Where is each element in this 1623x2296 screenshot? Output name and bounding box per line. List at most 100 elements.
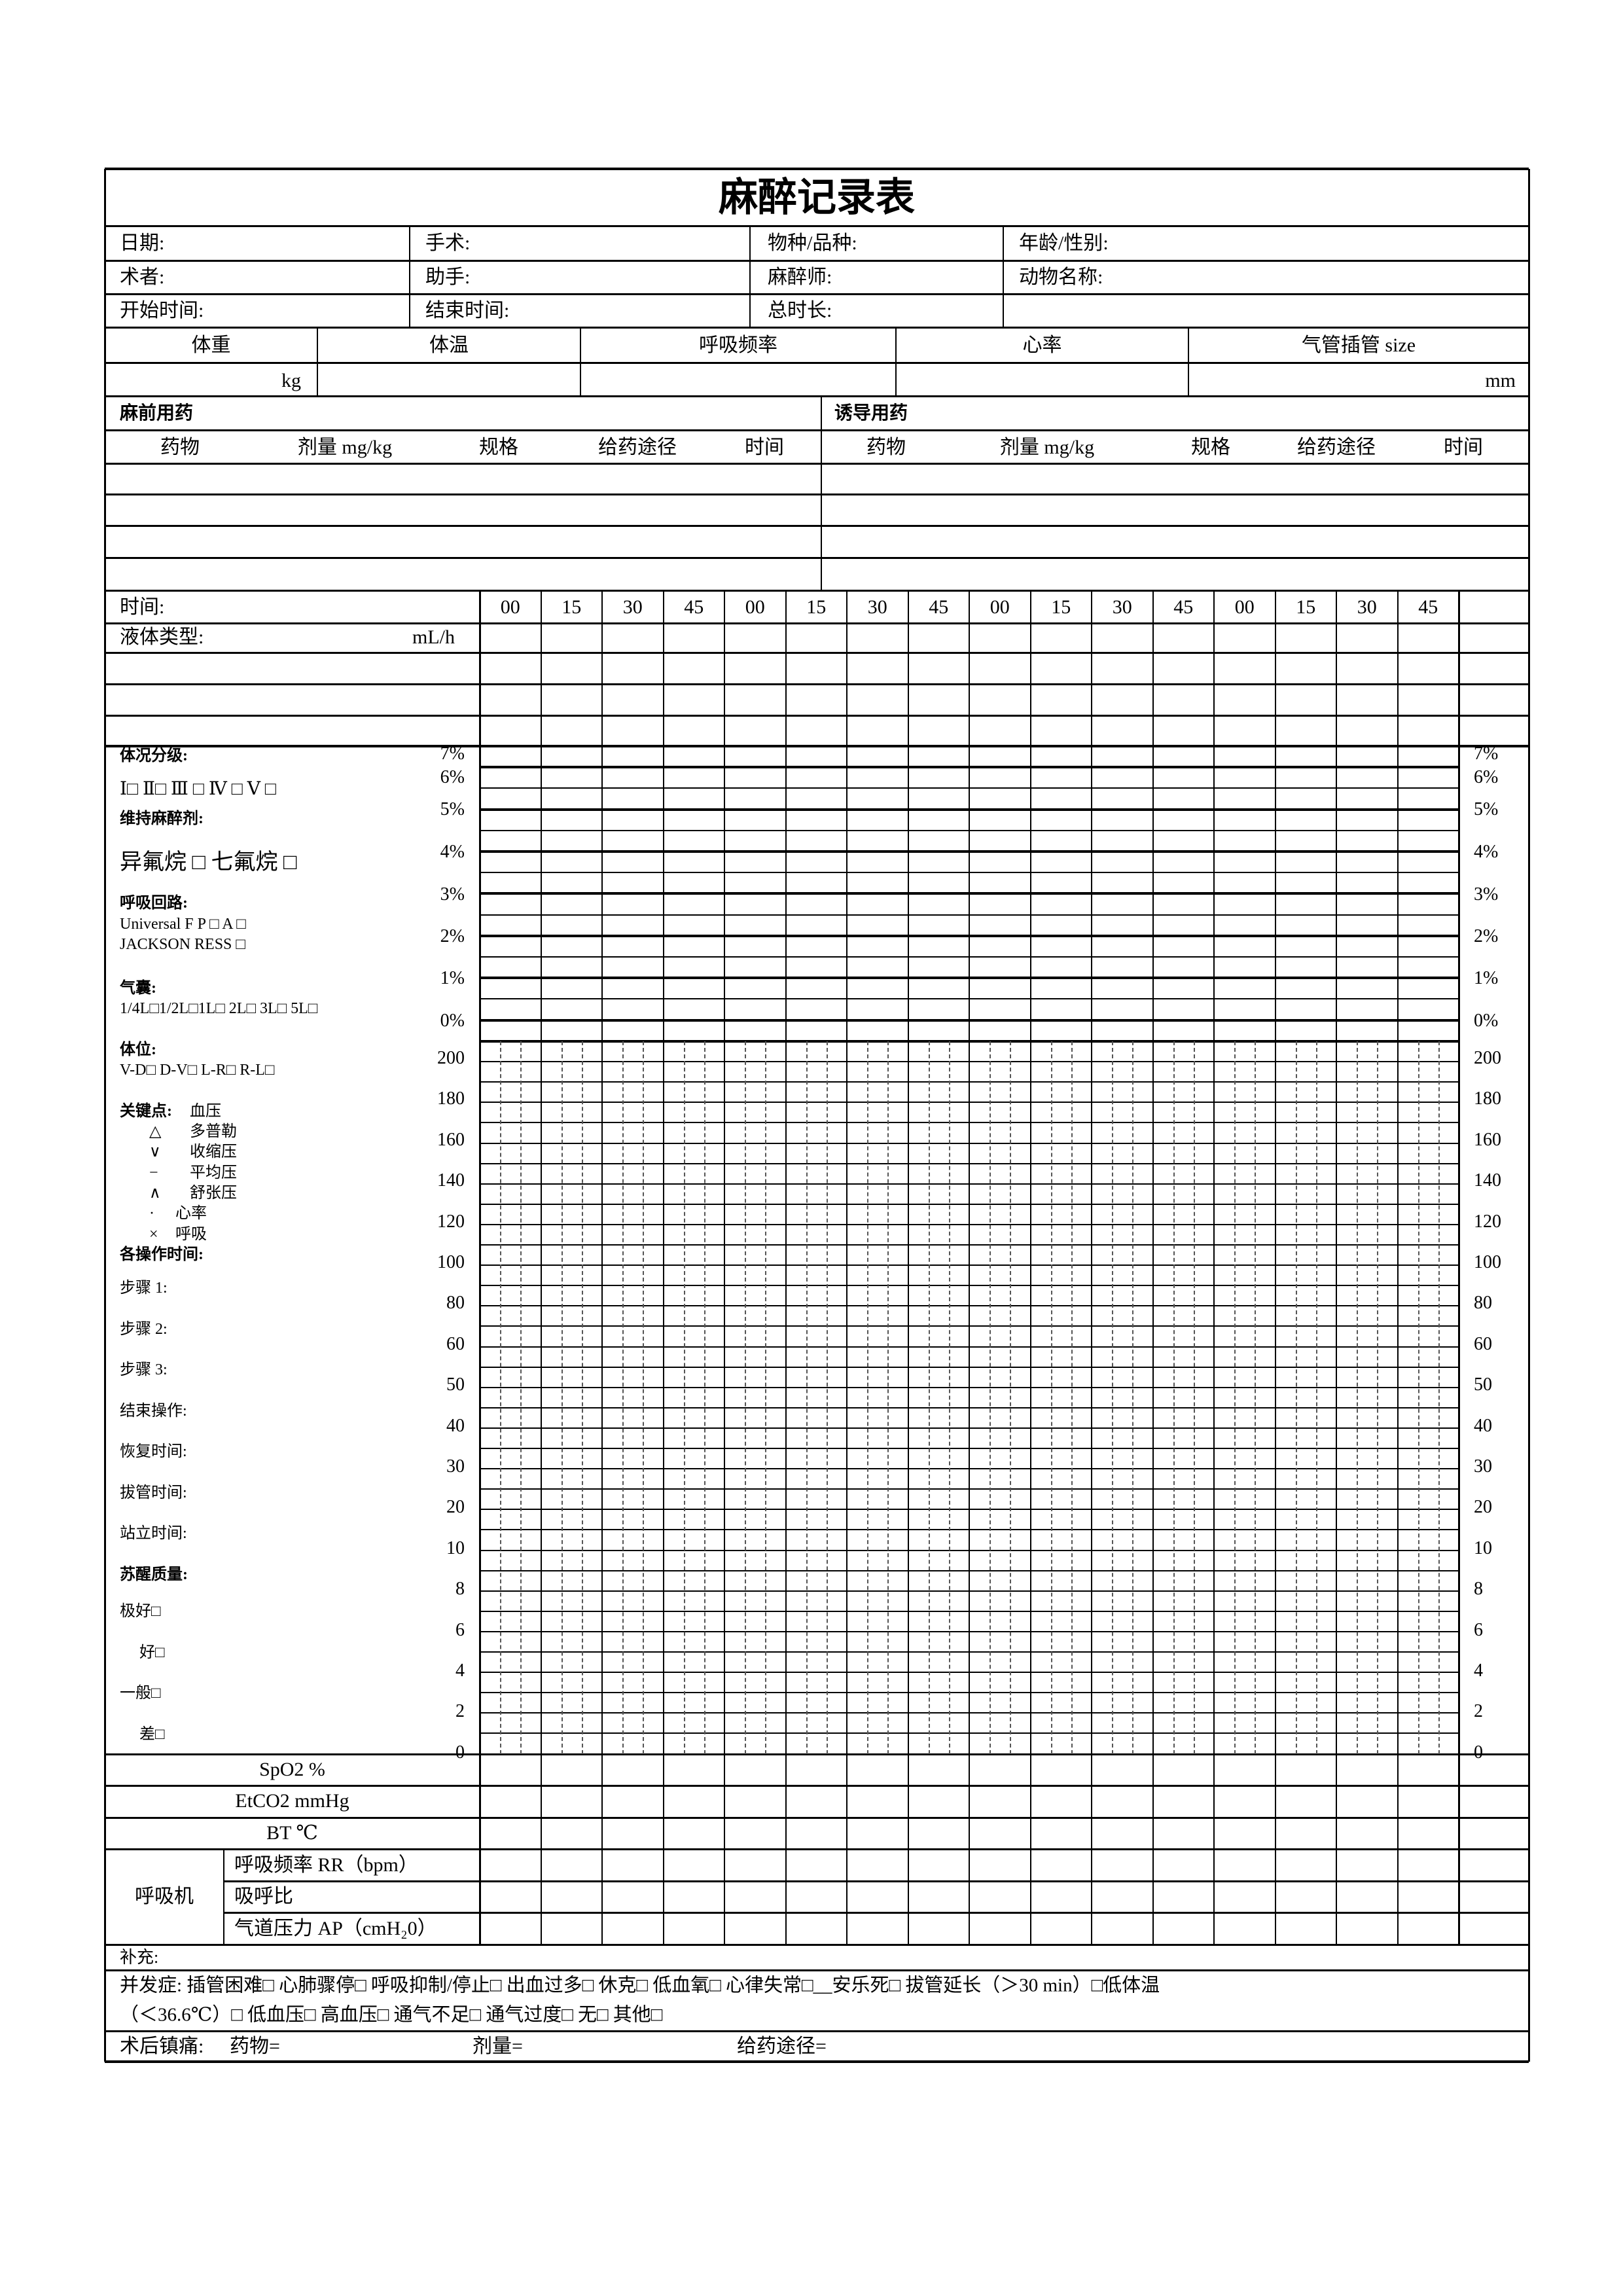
bp-axis-label-right: 40 <box>1474 1415 1492 1436</box>
gas-axis-label-right: 7% <box>1474 744 1499 764</box>
supplement-label[interactable]: 补充: <box>120 1948 159 1967</box>
grid-line <box>480 1529 1459 1531</box>
recovery-quality-option[interactable]: 好□ <box>139 1643 165 1661</box>
asa-title: 体况分级: <box>120 747 188 764</box>
recovery-quality-option[interactable]: 极好□ <box>120 1603 161 1620</box>
grid-line <box>480 1448 1459 1449</box>
grid-line <box>480 1468 1459 1470</box>
grid-line <box>105 683 1529 685</box>
legend-symbol-icon: ∨ <box>149 1143 161 1161</box>
gas-axis-label-left: 6% <box>440 767 465 787</box>
time-tick: 00 <box>1234 596 1255 618</box>
ventilator-label: 呼吸机 <box>135 1886 194 1907</box>
postop-drug-field[interactable]: 药物= <box>230 2036 280 2057</box>
bp-axis-label-left: 100 <box>437 1252 465 1272</box>
operation-time-field[interactable]: 结束操作: <box>120 1402 187 1420</box>
bp-axis-label-left: 0 <box>455 1742 465 1763</box>
circuit-option-1[interactable]: Universal F P □ A □ <box>120 916 246 933</box>
legend-label: 呼吸 <box>175 1225 207 1243</box>
grid-dash-line <box>1050 1041 1052 1754</box>
grid-line <box>105 714 1529 717</box>
grid-dash-line <box>1173 1041 1175 1754</box>
grid-dash-line <box>928 1041 930 1754</box>
grid-line <box>105 224 1529 227</box>
bp-axis-label-right: 140 <box>1474 1170 1501 1191</box>
legend-title: 关键点: <box>120 1103 172 1120</box>
date-field[interactable]: 日期: <box>120 232 165 254</box>
legend-bp-label: 血压 <box>190 1103 221 1120</box>
operation-time-field[interactable]: 步骤 2: <box>120 1320 168 1338</box>
operation-time-field[interactable]: 步骤 3: <box>120 1361 168 1378</box>
complications-line-2[interactable]: （＜36.6℃）□ 低血压□ 高血压□ 通气不足□ 通气过度□ 无□ 其他□ <box>120 2004 663 2026</box>
species-breed-field[interactable]: 物种/品种: <box>768 232 857 254</box>
grid-line <box>895 327 897 396</box>
etco2-label: EtCO2 mmHg <box>235 1790 349 1812</box>
age-sex-field[interactable]: 年龄/性别: <box>1019 232 1109 254</box>
start-time-field[interactable]: 开始时间: <box>120 300 204 321</box>
grid-dash-line <box>887 1041 889 1754</box>
gas-axis-label-right: 1% <box>1474 968 1499 988</box>
premed-col-spec: 规格 <box>479 437 518 458</box>
animal-name-field[interactable]: 动物名称: <box>1019 266 1103 288</box>
bp-axis-label-right: 10 <box>1474 1537 1492 1558</box>
gas-axis-label-right: 4% <box>1474 842 1499 862</box>
bag-options[interactable]: 1/4L□1/2L□1L□ 2L□ 3L□ 5L□ <box>120 1000 318 1017</box>
grid-line <box>480 1122 1459 1124</box>
circuit-option-2[interactable]: JACKSON RESS □ <box>120 936 245 953</box>
complications-line-1[interactable]: 并发症: 插管困难□ 心肺骤停□ 呼吸抑制/停止□ 出血过多□ 休克□ 低血氧□… <box>120 1975 1160 1996</box>
anesthetist-field[interactable]: 麻醉师: <box>768 266 832 288</box>
grid-line <box>480 787 1459 789</box>
grid-line <box>1029 590 1031 1945</box>
grid-dash-line <box>826 1041 828 1754</box>
bag-title: 气囊: <box>120 980 156 997</box>
heart-rate-header: 心率 <box>1022 334 1062 356</box>
bp-axis-label-left: 4 <box>455 1660 465 1681</box>
gas-axis-label-left: 3% <box>440 884 465 905</box>
bp-axis-label-right: 0 <box>1474 1742 1483 1763</box>
maintenance-options[interactable]: 异氟烷 □ 七氟烷 □ <box>120 850 297 874</box>
gas-axis-label-right: 6% <box>1474 767 1499 787</box>
operation-time-field[interactable]: 站立时间: <box>120 1525 187 1542</box>
grid-line <box>1091 590 1092 1945</box>
grid-line <box>1152 590 1154 1945</box>
operation-time-field[interactable]: 恢复时间: <box>120 1443 187 1460</box>
bp-axis-label-left: 80 <box>446 1293 465 1314</box>
time-tick: 15 <box>562 596 582 618</box>
maintenance-title: 维持麻醉剂: <box>120 810 204 827</box>
asa-options[interactable]: Ⅰ□ Ⅱ□ Ⅲ □ Ⅳ □ Ⅴ □ <box>120 779 276 799</box>
legend-symbol-icon: ∧ <box>149 1184 161 1202</box>
grid-dash-line <box>1234 1041 1236 1754</box>
grid-line <box>480 1712 1459 1714</box>
bp-axis-label-right: 6 <box>1474 1619 1483 1640</box>
gas-axis-label-left: 7% <box>440 744 465 764</box>
grid-line <box>409 226 410 327</box>
grid-dash-line <box>745 1041 747 1754</box>
grid-line <box>480 1018 1459 1022</box>
total-duration-field[interactable]: 总时长: <box>768 300 832 321</box>
recovery-quality-option[interactable]: 一般□ <box>120 1685 161 1702</box>
grid-line <box>969 590 970 1945</box>
grid-line <box>1274 590 1276 1945</box>
assistant-field[interactable]: 助手: <box>425 266 471 288</box>
operation-time-field[interactable]: 拔管时间: <box>120 1484 187 1501</box>
surgeon-field[interactable]: 术者: <box>120 266 165 288</box>
grid-dash-line <box>1357 1041 1359 1754</box>
grid-line <box>1188 327 1189 396</box>
end-time-field[interactable]: 结束时间: <box>425 300 510 321</box>
grid-line <box>105 745 1529 747</box>
recovery-quality-option[interactable]: 差□ <box>139 1725 165 1743</box>
postop-route-field[interactable]: 给药途径= <box>737 2036 827 2057</box>
postop-analgesia-label: 术后镇痛: <box>120 2036 204 2057</box>
operation-time-field[interactable]: 步骤 1: <box>120 1280 168 1297</box>
grid-line <box>480 934 1459 937</box>
postop-dose-field[interactable]: 剂量= <box>473 2036 523 2057</box>
fluid-type-label: 液体类型: <box>120 626 204 648</box>
tube-unit: mm <box>1485 370 1516 391</box>
bp-axis-label-right: 120 <box>1474 1211 1501 1232</box>
grid-line <box>105 168 1529 170</box>
position-options[interactable]: V-D□ D-V□ L-R□ R-L□ <box>120 1062 275 1079</box>
vent-rr-label: 呼吸频率 RR（bpm） <box>234 1854 418 1876</box>
grid-line <box>105 524 1529 527</box>
surgery-field[interactable]: 手术: <box>425 232 471 254</box>
time-tick: 15 <box>1296 596 1316 618</box>
